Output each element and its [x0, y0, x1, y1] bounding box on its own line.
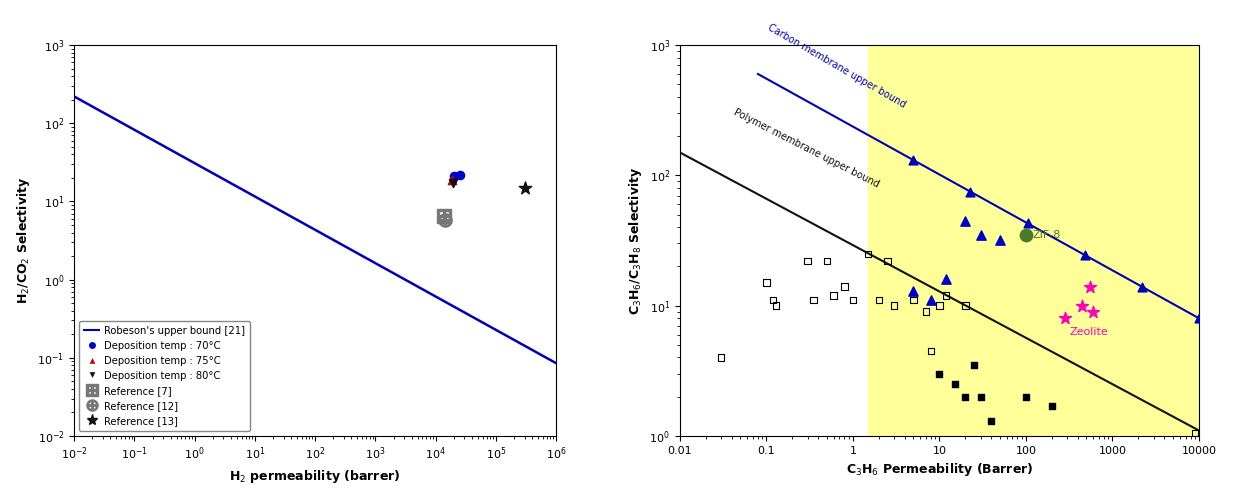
Point [1016, 231, 1036, 239]
Point [929, 302, 949, 310]
Point [858, 250, 878, 258]
Point [766, 302, 786, 310]
Point [970, 231, 990, 239]
X-axis label: H$_2$ permeability (barrer): H$_2$ permeability (barrer) [230, 468, 400, 485]
Point [1132, 283, 1152, 291]
Point [955, 302, 975, 310]
Point [444, 179, 464, 187]
Y-axis label: H$_2$/CO$_2$ Selectivity: H$_2$/CO$_2$ Selectivity [15, 177, 32, 304]
Point [1185, 429, 1205, 437]
Point [929, 370, 949, 378]
Point [1189, 314, 1209, 322]
X-axis label: C$_3$H$_6$ Permeability (Barrer): C$_3$H$_6$ Permeability (Barrer) [845, 461, 1033, 478]
Point [435, 212, 455, 220]
Point [442, 176, 462, 184]
Point [944, 380, 964, 388]
Legend: Robeson's upper bound [21], Deposition temp : 70°C, Deposition temp : 75°C, Depo: Robeson's upper bound [21], Deposition t… [79, 321, 250, 431]
Point [444, 172, 464, 180]
Point [904, 156, 923, 164]
Point [970, 393, 990, 401]
Point [916, 308, 936, 316]
Point [904, 287, 923, 295]
Y-axis label: C$_3$H$_6$/C$_3$H$_8$ Selectivity: C$_3$H$_6$/C$_3$H$_8$ Selectivity [627, 166, 644, 315]
Point [450, 171, 470, 179]
Point [1075, 251, 1095, 259]
Point [937, 275, 957, 283]
Text: ZIF-8: ZIF-8 [1033, 229, 1060, 239]
Point [955, 393, 975, 401]
Point [756, 279, 776, 287]
Point [1054, 314, 1074, 322]
Point [1016, 393, 1036, 401]
Point [435, 216, 455, 224]
Point [981, 417, 1001, 425]
Point [960, 188, 980, 196]
Point [764, 296, 784, 304]
Point [964, 361, 984, 369]
Point [515, 184, 535, 192]
Point [990, 236, 1010, 244]
Point [878, 257, 897, 265]
Point [1083, 308, 1103, 316]
Point [1080, 283, 1100, 291]
Point [834, 283, 854, 291]
Bar [868, 45, 1199, 436]
Point [711, 353, 730, 361]
Point [869, 296, 889, 304]
Point [937, 291, 957, 299]
Point [843, 296, 863, 304]
Point [921, 347, 941, 355]
Point [797, 257, 817, 265]
Point [884, 302, 904, 310]
Point [1073, 302, 1093, 310]
Point [955, 216, 975, 224]
Text: Zeolite: Zeolite [1069, 327, 1109, 337]
Text: Carbon membrane upper bound: Carbon membrane upper bound [766, 23, 907, 110]
Point [1017, 219, 1037, 227]
Point [1042, 402, 1062, 410]
Point [921, 296, 941, 304]
Point [904, 296, 923, 304]
Point [803, 296, 823, 304]
Point [823, 291, 843, 299]
Point [817, 257, 837, 265]
Text: Polymer membrane upper bound: Polymer membrane upper bound [732, 108, 881, 190]
